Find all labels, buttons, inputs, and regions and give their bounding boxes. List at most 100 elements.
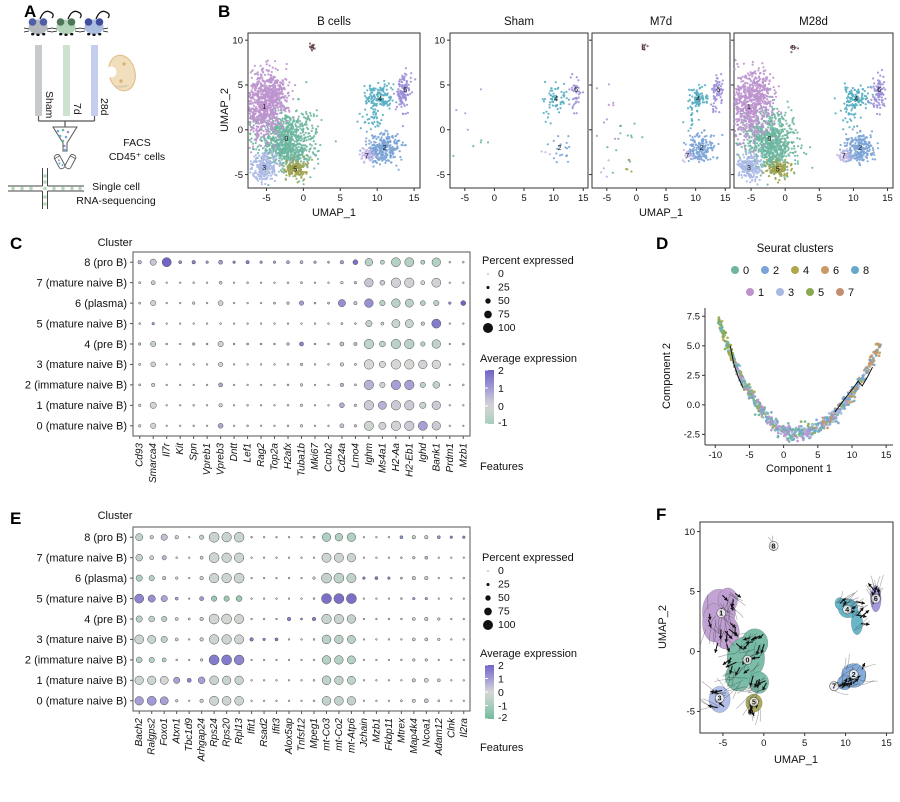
dotplot-dots-layer <box>137 257 467 431</box>
legend-swatch <box>806 288 814 296</box>
velocity-blobs-layer <box>702 543 882 713</box>
expression-legend-value: 2 <box>498 660 504 672</box>
timeline-bar-7d <box>63 45 70 116</box>
percent-expressed-legend-title: Percent expressed <box>482 552 574 564</box>
cluster-number-label: 8 <box>772 543 776 550</box>
gene-label: Arhgap24 <box>197 718 208 763</box>
b-subplot-title: B cells <box>317 16 351 28</box>
gene-label: Il2ra <box>459 718 470 738</box>
bracket <box>37 116 96 127</box>
svg-text:10: 10 <box>548 193 559 204</box>
velocity-arrows-layer <box>707 543 881 717</box>
cluster-number-label: 6 <box>574 87 578 94</box>
gene-label: Top2a <box>270 443 281 471</box>
umap-points-layer <box>733 44 887 186</box>
gene-label: Map4k4 <box>409 718 420 754</box>
dotplot-row-label: 5 (mature naive B) <box>37 318 127 330</box>
dotplot-cluster-header: Cluster <box>98 510 133 522</box>
svg-text:5: 5 <box>817 193 822 204</box>
expression-legend-value: -2 <box>498 712 507 724</box>
legend-swatch <box>746 288 754 296</box>
legend-cluster-label: 8 <box>863 265 869 277</box>
seq-label-line1: Single cell <box>92 181 140 193</box>
mouse-7d-icon <box>51 10 82 36</box>
dotplot-row-label: 2 (immature naive B) <box>25 380 127 392</box>
gene-label: Prdm1 <box>445 443 456 472</box>
svg-text:0: 0 <box>492 193 497 204</box>
tissue-icon <box>105 54 136 92</box>
cluster-number-label: 4 <box>378 96 382 103</box>
percent-legend-value: 50 <box>498 295 510 307</box>
microfluidics-icon <box>8 168 84 209</box>
cluster-number-label: 2 <box>558 145 562 152</box>
gene-label: Dntt <box>229 442 240 462</box>
svg-text:5: 5 <box>238 80 243 91</box>
cluster-number-label: 6 <box>874 596 878 603</box>
gene-label: Tuba1b <box>297 443 308 477</box>
svg-text:10: 10 <box>232 35 243 46</box>
legend-cluster-label: 1 <box>758 287 764 299</box>
features-axis-label: Features <box>480 742 524 754</box>
svg-text:0: 0 <box>783 193 788 204</box>
cluster-number-label: 1 <box>747 104 751 111</box>
expression-legend-value: -1 <box>498 701 507 713</box>
svg-text:0: 0 <box>634 193 639 204</box>
panel-c-label: C <box>10 234 23 253</box>
legend-cluster-label: 4 <box>803 265 809 277</box>
gene-label: Bank1 <box>431 443 442 471</box>
f-y-axis-label: UMAP_2 <box>657 605 669 649</box>
gene-label: Il7r <box>162 442 173 457</box>
panel-f-velocity: F UMAP_2 UMAP_1 -5 0 5 10 15 -5 0 5 10 1 0 3 5 2 7 4 6 8 <box>630 505 900 802</box>
cluster-number-label: 0 <box>745 657 749 664</box>
d-x-axis-label: Component 1 <box>766 463 832 475</box>
legend-cluster-label: 3 <box>788 287 794 299</box>
dotplot-row-label: 2 (immature naive B) <box>25 655 127 667</box>
facs-sorter-icon <box>52 126 78 170</box>
seq-label-line2: RNA-sequencing <box>76 195 156 207</box>
percent-legend-value: 25 <box>498 282 510 294</box>
cluster-number-label: 6 <box>716 87 720 94</box>
gene-label: Tnfsf12 <box>297 718 308 752</box>
legend-cluster-label: 2 <box>773 265 779 277</box>
cluster-number-label: 2 <box>383 145 387 152</box>
dotplot-row-label: 4 (pre B) <box>84 614 127 626</box>
legend-cluster-label: 5 <box>818 287 824 299</box>
cluster-number-label: 5 <box>752 699 756 706</box>
cluster-number-label: 1 <box>262 104 266 111</box>
timeline-bar-28d <box>91 45 98 116</box>
velocity-streamlines-layer <box>699 535 884 726</box>
gene-label: Rsad2 <box>259 718 270 747</box>
svg-text:0: 0 <box>301 193 306 204</box>
gene-label: Mzb1 <box>458 443 469 467</box>
gene-label: H2-Aa <box>391 443 402 472</box>
b-y-axis-label: UMAP_2 <box>219 88 231 132</box>
panel-f-label: F <box>656 505 667 524</box>
cluster-number-label: 2 <box>852 672 856 679</box>
f-x-axis-label: UMAP_1 <box>774 754 818 766</box>
percent-legend-value: 75 <box>498 309 510 321</box>
gene-label: Ighm <box>364 443 375 465</box>
dotplot-row-label: 1 (mature naive B) <box>37 675 127 687</box>
cluster-number-label: 4 <box>854 96 858 103</box>
umap-points-layer <box>595 43 724 178</box>
panel-d-label: D <box>656 234 669 253</box>
cluster-number-label: 6 <box>877 87 881 94</box>
gene-label: Ralgps2 <box>147 718 158 755</box>
gene-label: Mki67 <box>310 443 321 470</box>
svg-text:10: 10 <box>690 193 701 204</box>
gene-label: Spn <box>189 443 200 461</box>
panel-b-umap-facets: B UMAP_2 UMAP_1 UMAP_1 B cells -5 0 5 10 15 -5 0 5 1… <box>215 0 900 232</box>
gene-label: Rps24 <box>209 718 220 747</box>
gene-label: Mzb1 <box>371 718 382 742</box>
b-subplot-title: M7d <box>650 16 672 28</box>
panel-c-dotplot: C Cluster 8 (pro B) 7 (mature naive B) 6 (p… <box>0 232 630 510</box>
legend-swatch <box>731 266 739 274</box>
umap-points-layer <box>452 73 585 164</box>
trajectory-line <box>834 366 873 413</box>
gene-label: Clnk <box>446 717 457 738</box>
legend-cluster-label: 7 <box>848 287 854 299</box>
legend-swatch <box>776 288 784 296</box>
d-y-axis-label: Component 2 <box>661 343 673 409</box>
panel-a-schematic: A <box>0 0 215 232</box>
svg-text:0: 0 <box>238 125 243 136</box>
